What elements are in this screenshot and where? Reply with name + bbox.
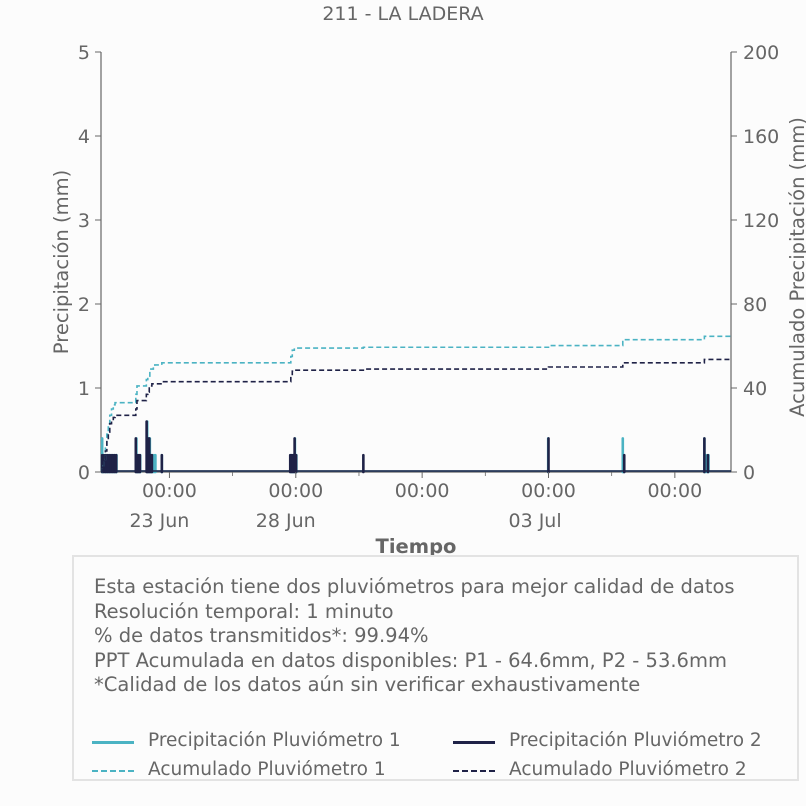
x-tick-label: 00:00 (268, 480, 323, 502)
axes (100, 52, 732, 473)
info-line: PPT Acumulada en datos disponibles: P1 -… (94, 648, 727, 672)
x-tick-label: 00:00 (395, 480, 450, 502)
x-tick-label: 00:00 (142, 480, 197, 502)
x-date-label: 03 Jul (508, 510, 561, 532)
x-tick-label: 00:00 (521, 480, 576, 502)
x-axis-label: Tiempo (376, 535, 457, 558)
y2-tick-label: 40 (743, 378, 767, 400)
y2-tick-label: 120 (743, 210, 779, 232)
chart-title: 211 - LA LADERA (322, 3, 484, 25)
accumulated-line-1 (101, 335, 731, 473)
info-line: Esta estación tiene dos pluviómetros par… (94, 575, 735, 598)
info-lines: Esta estación tiene dos pluviómetros par… (94, 575, 735, 698)
y-tick-label: 2 (78, 294, 90, 316)
x-date-label: 23 Jun (129, 510, 189, 532)
bars-layer (100, 420, 731, 474)
legend-label-acc1: Acumulado Pluviómetro 1 (148, 759, 386, 780)
y-tick-label: 3 (78, 210, 90, 232)
legend-label-acc2: Acumulado Pluviómetro 2 (509, 759, 747, 780)
legend-label-p2: Precipitación Pluviómetro 2 (509, 730, 762, 751)
x-date-label: 28 Jun (256, 510, 316, 532)
legend-label-p1: Precipitación Pluviómetro 1 (148, 730, 401, 751)
y2-tick-label: 0 (743, 462, 755, 484)
x-tick-label: 00:00 (647, 480, 702, 502)
legend-swatch-acc1 (92, 770, 134, 772)
info-line: *Calidad de los datos aún sin verificar … (94, 673, 641, 696)
y-tick-label: 5 (78, 42, 90, 64)
legend-swatch-p1 (92, 741, 134, 744)
ticks-layer: 0 1 2 3 4 5 0 40 80 120 160 200 00:00 23 Jun 00:00 28 J… (50, 42, 806, 558)
accumulated-lines-layer (101, 335, 731, 473)
accumulated-line-2 (101, 358, 731, 473)
y2-axis-label: Acumulado Precipitación (mm) (786, 117, 806, 417)
y2-tick-label: 200 (743, 42, 779, 64)
y2-tick-label: 80 (743, 294, 767, 316)
info-line: Resolución temporal: 1 minuto (94, 599, 394, 623)
y-tick-label: 4 (78, 126, 90, 148)
y2-tick-label: 160 (743, 126, 779, 148)
y-tick-label: 1 (78, 378, 90, 400)
legend-swatch-p2 (453, 741, 495, 744)
y-tick-label: 0 (78, 462, 90, 484)
info-line: % de datos transmitidos*: 99.94% (94, 624, 429, 647)
legend-swatch-acc2 (453, 770, 495, 772)
info-box: Esta estación tiene dos pluviómetros par… (72, 555, 799, 781)
y-axis-label: Precipitación (mm) (50, 170, 73, 354)
